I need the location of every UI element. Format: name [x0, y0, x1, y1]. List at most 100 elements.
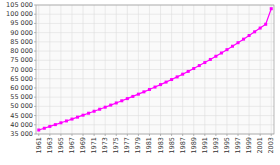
plot-area — [36, 5, 274, 134]
tick-label: 1993 — [212, 137, 220, 154]
grid-line — [271, 5, 272, 134]
tick-label: 40 000 — [10, 121, 33, 129]
marker — [76, 116, 79, 119]
tick-label: 1991 — [201, 137, 209, 154]
marker — [82, 114, 85, 117]
marker — [54, 123, 57, 126]
marker — [159, 83, 162, 86]
marker — [192, 67, 195, 70]
marker — [87, 112, 90, 115]
tick-label: 95 000 — [10, 19, 33, 27]
tick-label: 45 000 — [10, 112, 33, 120]
marker — [93, 110, 96, 113]
grid-line — [127, 5, 128, 134]
tick-label: 1965 — [57, 137, 65, 154]
marker — [198, 64, 201, 67]
tick-label: 2001 — [256, 137, 264, 154]
frame — [36, 5, 274, 134]
marker — [248, 34, 251, 37]
marker — [131, 95, 134, 98]
marker — [59, 121, 62, 124]
marker — [115, 101, 118, 104]
tick-label: 50 000 — [10, 102, 33, 110]
grid-line — [204, 5, 205, 134]
marker — [70, 118, 73, 121]
grid-line — [38, 5, 39, 134]
marker — [120, 99, 123, 102]
tick-label: 105 000 — [6, 1, 33, 9]
tick-label: 1967 — [68, 137, 76, 154]
tick-label: 55 000 — [10, 93, 33, 101]
grid-line — [83, 5, 84, 134]
tick-label: 1981 — [145, 137, 153, 154]
grid-line — [71, 5, 72, 134]
tick-label: 60 000 — [10, 84, 33, 92]
marker — [176, 75, 179, 78]
marker — [109, 104, 112, 107]
marker — [165, 81, 168, 84]
tick-label: 1983 — [157, 137, 165, 154]
grid-line — [49, 5, 50, 134]
tick-label: 75 000 — [10, 56, 33, 64]
grid-line — [149, 5, 150, 134]
grid-line — [249, 5, 250, 134]
marker — [126, 97, 129, 100]
grid-line — [182, 5, 183, 134]
grid — [36, 5, 274, 134]
marker — [237, 41, 240, 44]
marker — [65, 119, 68, 122]
tick-label: 1995 — [223, 137, 231, 154]
chart: 35 00040 00045 000 50 00055 00060 00065 0… — [0, 0, 280, 165]
marker — [253, 30, 256, 33]
grid-line — [160, 5, 161, 134]
tick-label: 1973 — [101, 137, 109, 154]
tick-label: 1963 — [46, 137, 54, 154]
grid-line — [215, 5, 216, 134]
tick-label: 65 000 — [10, 75, 33, 83]
marker — [98, 108, 101, 111]
line — [39, 9, 271, 130]
grid-line — [193, 5, 194, 134]
axes: 35 00040 00045 000 50 00055 00060 00065 0… — [6, 1, 275, 154]
marker — [225, 48, 228, 51]
marker — [43, 127, 46, 130]
tick-label: 1989 — [190, 137, 198, 154]
tick-label: 85 000 — [10, 38, 33, 46]
tick-label: 1975 — [112, 137, 120, 154]
tick-label: 1971 — [90, 137, 98, 154]
grid-line — [260, 5, 261, 134]
tick-label: 1985 — [168, 137, 176, 154]
grid-line — [105, 5, 106, 134]
marker — [203, 61, 206, 64]
marker — [148, 88, 151, 91]
tick-label: 1979 — [134, 137, 142, 154]
marker — [209, 58, 212, 61]
marker — [220, 51, 223, 54]
tick-label: 1987 — [179, 137, 187, 154]
marker — [154, 86, 157, 89]
grid-line — [138, 5, 139, 134]
tick-label: 1977 — [123, 137, 131, 154]
marker — [181, 73, 184, 76]
marker — [104, 106, 107, 109]
marker — [137, 93, 140, 96]
grid-line — [171, 5, 172, 134]
marker — [48, 125, 51, 128]
marker — [170, 78, 173, 81]
marker — [187, 70, 190, 73]
marker — [231, 45, 234, 48]
tick-label: 35 000 — [10, 130, 33, 138]
series — [37, 7, 272, 131]
marker — [259, 27, 262, 30]
tick-label: 1997 — [234, 137, 242, 154]
tick-label: 100 000 — [6, 10, 33, 18]
marker — [37, 128, 40, 131]
grid-line — [238, 5, 239, 134]
tick-label: 2003 — [267, 137, 275, 154]
tick-label: 90 000 — [10, 29, 33, 37]
marker — [270, 7, 273, 10]
marker — [142, 90, 145, 93]
grid-line — [116, 5, 117, 134]
grid-line — [60, 5, 61, 134]
tick-label: 1969 — [79, 137, 87, 154]
